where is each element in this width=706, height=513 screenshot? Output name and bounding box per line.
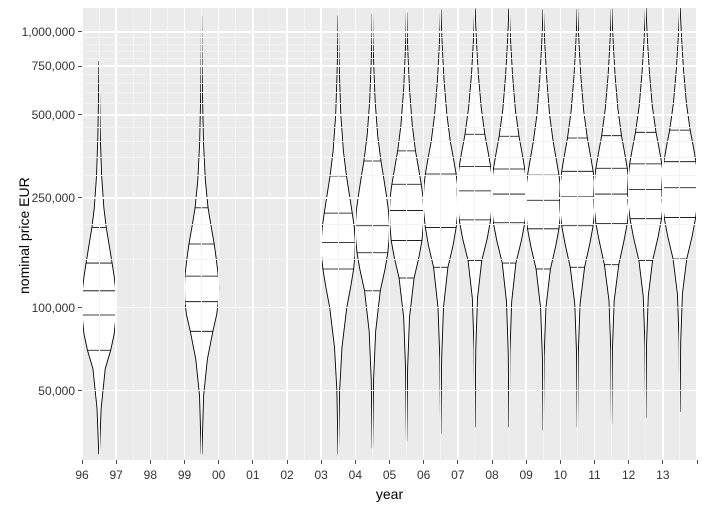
x-tick-label: 07 [446,468,470,482]
x-tick-mark [628,460,629,464]
x-tick-mark [697,460,698,464]
x-grid-minor [304,8,305,460]
x-grid-major [320,8,322,460]
y-tick-label: 750,000 [5,59,75,73]
y-tick-label: 250,000 [5,191,75,205]
x-tick-label: 00 [207,468,231,482]
x-grid-minor [577,8,578,460]
x-grid-major [628,8,630,460]
x-tick-mark [82,460,83,464]
x-grid-minor [99,8,100,460]
x-grid-major [218,8,220,460]
x-tick-label: 06 [412,468,436,482]
x-tick-label: 10 [548,468,572,482]
x-grid-major [286,8,288,460]
x-tick-mark [662,460,663,464]
x-grid-minor [269,8,270,460]
y-tick-mark [78,114,82,115]
x-tick-label: 05 [378,468,402,482]
x-grid-major [525,8,527,460]
x-tick-mark [423,460,424,464]
x-tick-label: 12 [617,468,641,482]
x-grid-major [491,8,493,460]
y-tick-mark [78,197,82,198]
x-grid-minor [201,8,202,460]
y-tick-mark [78,307,82,308]
x-tick-mark [526,460,527,464]
x-tick-label: 03 [309,468,333,482]
y-tick-mark [78,31,82,32]
x-tick-label: 08 [480,468,504,482]
x-tick-label: 99 [173,468,197,482]
x-tick-mark [184,460,185,464]
x-tick-label: 13 [651,468,675,482]
x-grid-minor [679,8,680,460]
x-tick-mark [492,460,493,464]
x-grid-major [184,8,186,460]
x-grid-minor [543,8,544,460]
violin-plot: nominal price EUR year 50,000100,000250,… [0,0,706,513]
x-grid-major [560,8,562,460]
x-tick-label: 96 [70,468,94,482]
x-grid-major [423,8,425,460]
y-tick-label: 100,000 [5,301,75,315]
x-tick-mark [150,460,151,464]
x-grid-minor [474,8,475,460]
x-grid-major [389,8,391,460]
x-axis-title: year [82,486,697,502]
x-tick-mark [457,460,458,464]
y-tick-mark [78,66,82,67]
x-tick-label: 97 [104,468,128,482]
x-tick-mark [116,460,117,464]
x-tick-label: 11 [583,468,607,482]
x-tick-mark [355,460,356,464]
x-grid-minor [406,8,407,460]
x-grid-minor [133,8,134,460]
x-grid-minor [645,8,646,460]
x-grid-major [252,8,254,460]
x-tick-label: 98 [138,468,162,482]
x-grid-minor [509,8,510,460]
violins-layer [0,0,706,513]
x-grid-minor [167,8,168,460]
x-tick-mark [321,460,322,464]
x-grid-minor [372,8,373,460]
x-tick-mark [218,460,219,464]
x-grid-major [696,8,698,460]
x-tick-mark [389,460,390,464]
x-grid-minor [338,8,339,460]
x-grid-major [457,8,459,460]
x-tick-label: 04 [343,468,367,482]
x-grid-major [150,8,152,460]
x-tick-mark [594,460,595,464]
x-grid-minor [611,8,612,460]
x-grid-minor [235,8,236,460]
x-grid-major [81,8,83,460]
x-grid-major [662,8,664,460]
y-tick-label: 500,000 [5,108,75,122]
x-tick-mark [560,460,561,464]
x-tick-label: 09 [514,468,538,482]
x-grid-minor [440,8,441,460]
y-tick-label: 1,000,000 [5,25,75,39]
x-tick-mark [287,460,288,464]
x-tick-label: 01 [241,468,265,482]
x-grid-major [355,8,357,460]
y-tick-label: 50,000 [5,384,75,398]
y-tick-mark [78,390,82,391]
x-tick-label: 02 [275,468,299,482]
x-grid-major [594,8,596,460]
x-tick-mark [252,460,253,464]
x-grid-major [115,8,117,460]
